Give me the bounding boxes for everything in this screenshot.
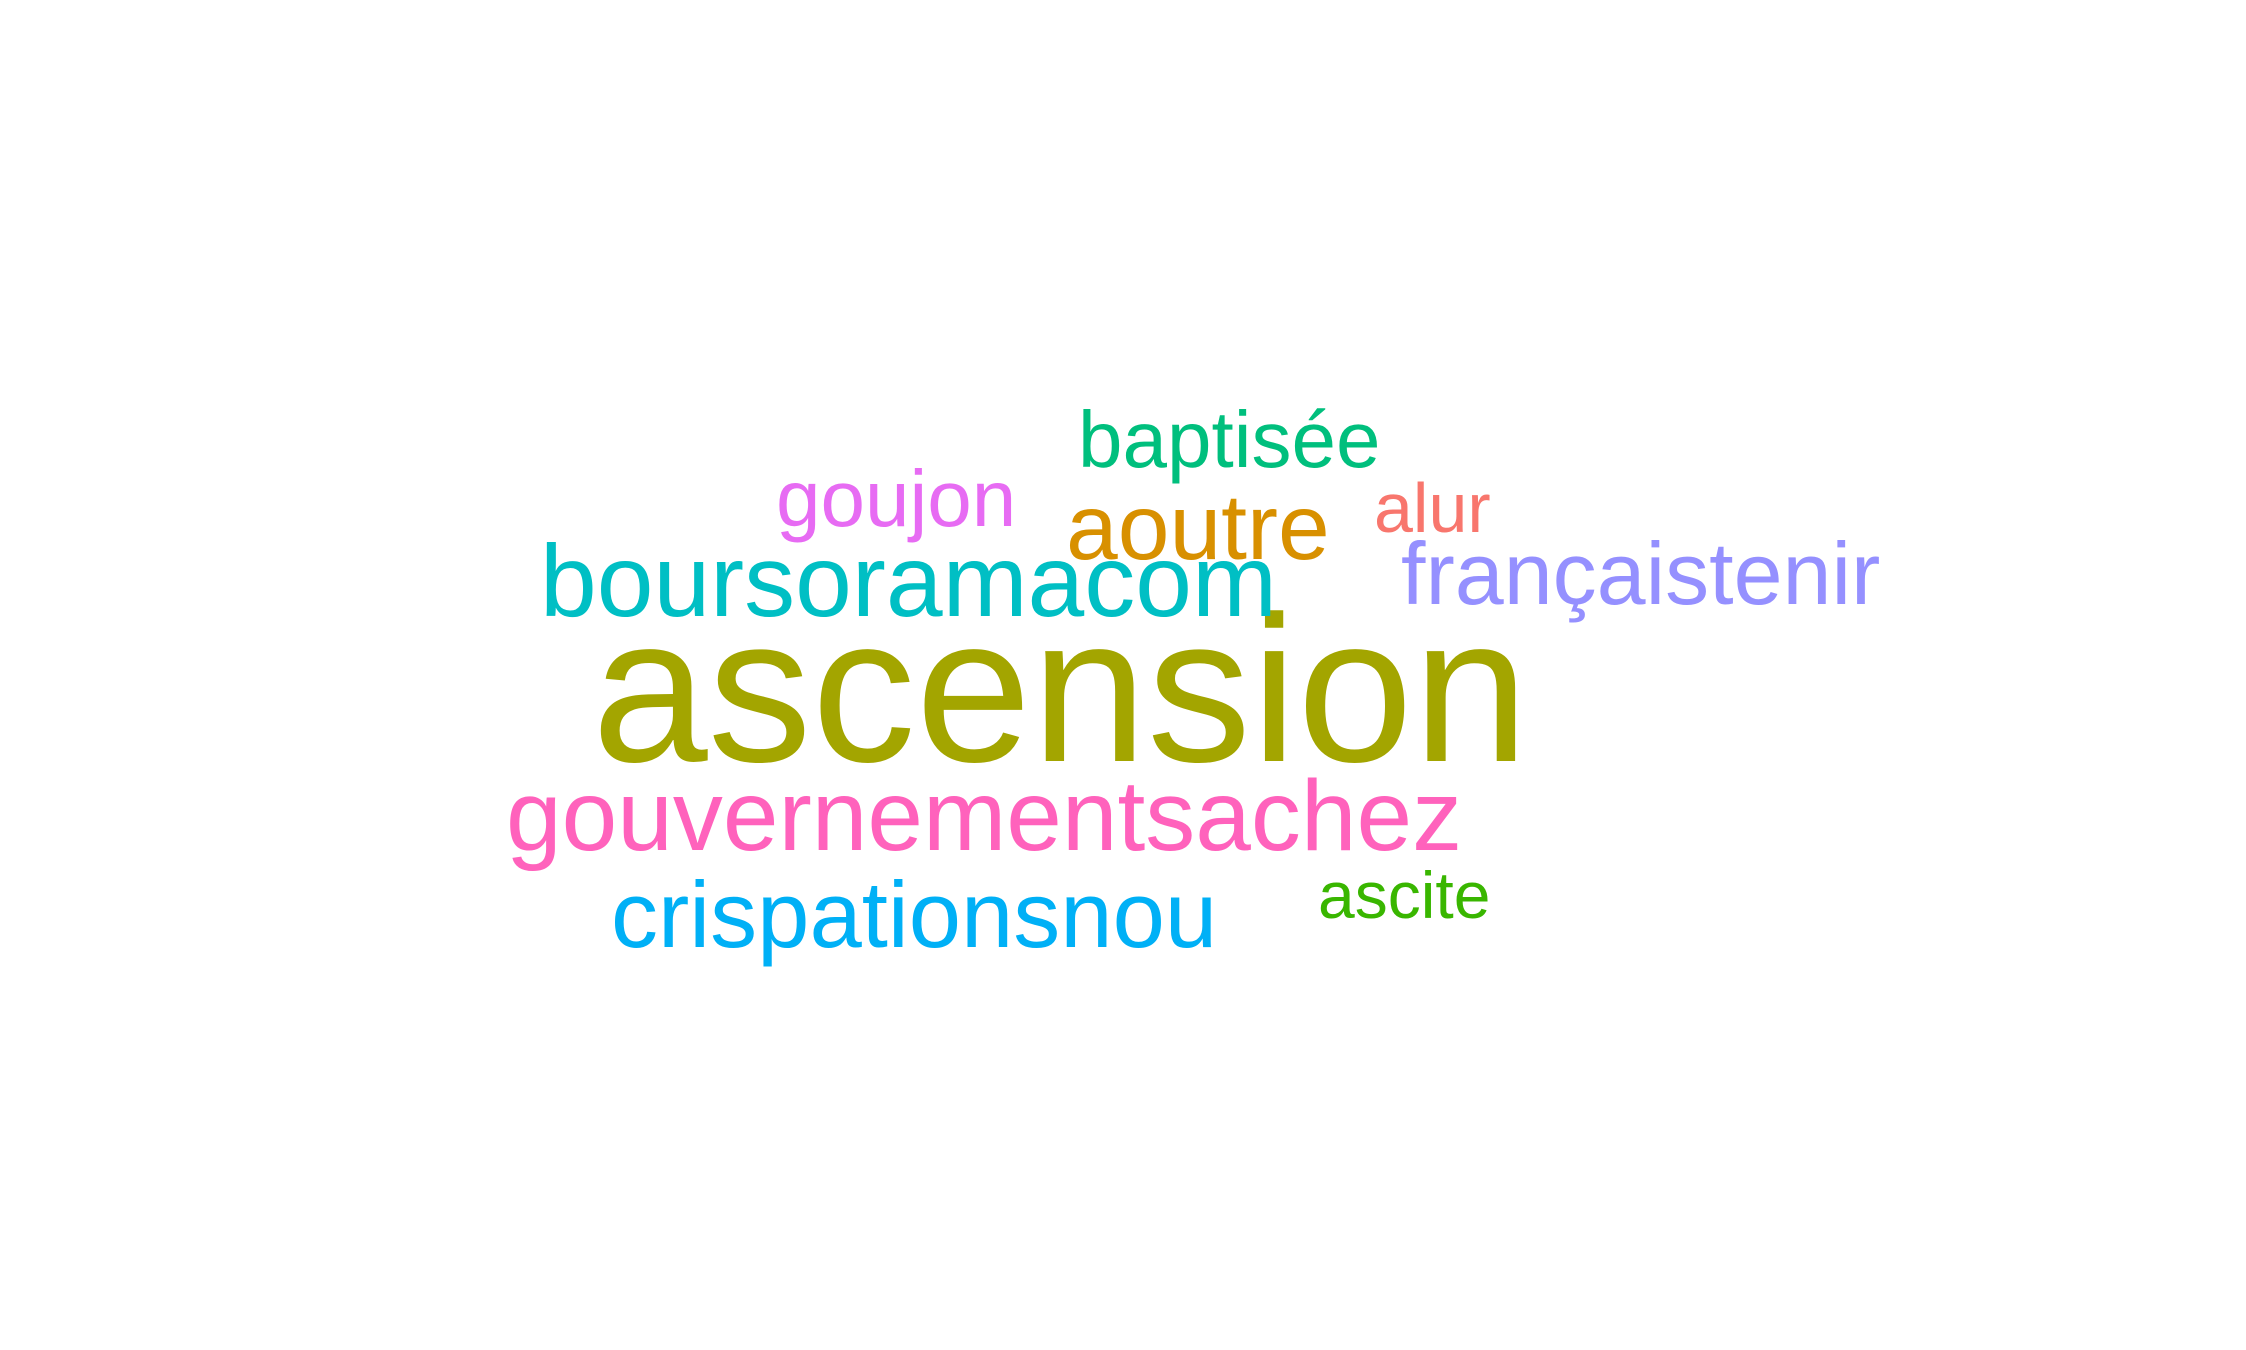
- word-goujon: goujon: [776, 454, 1017, 543]
- word-boursoramacom: boursoramacom: [540, 524, 1277, 638]
- word-gouvernementsachez: gouvernementsachez: [506, 760, 1463, 872]
- word-alur: alur: [1374, 469, 1491, 547]
- word-baptisee: baptisée: [1078, 395, 1381, 484]
- word-francaistenir: françaistenir: [1401, 524, 1881, 623]
- word-aoutre: aoutre: [1066, 475, 1330, 579]
- word-ascension: ascension: [592, 574, 1529, 806]
- word-crispationsnou: crispationsnou: [611, 862, 1218, 967]
- word-ascite: ascite: [1318, 858, 1491, 932]
